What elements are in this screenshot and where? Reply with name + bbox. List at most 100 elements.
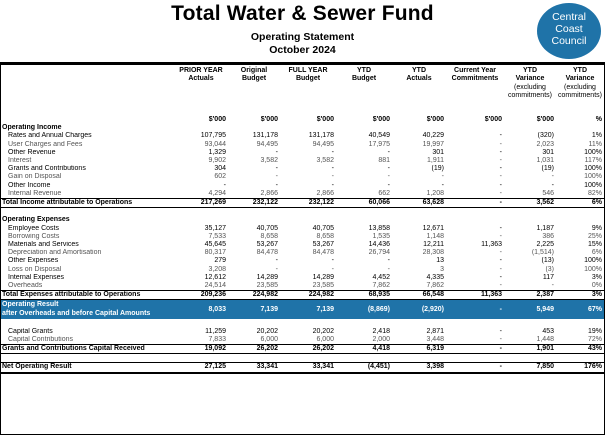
- expense-row: Overheads 24,514 23,585 23,585 7,862 7,862 - - 0…: [0, 282, 604, 291]
- row-value: (3): [545, 265, 554, 273]
- row-value: 40,229: [422, 132, 444, 140]
- blank-cell: [446, 354, 504, 363]
- row-value: -: [387, 148, 390, 156]
- row-value: -: [446, 362, 504, 374]
- council-logo: Central Coast Council: [537, 3, 601, 59]
- blank-cell: [228, 319, 280, 327]
- row-value: 33,341: [228, 362, 280, 374]
- row-value: 6%: [556, 198, 604, 209]
- operating-result-value: 7,139: [280, 299, 336, 320]
- row-value: 3,448: [426, 335, 444, 343]
- row-value: 12,211: [423, 241, 444, 249]
- report-header: Total Water & Sewer Fund Operating State…: [0, 0, 605, 62]
- blank-cell: [504, 354, 556, 363]
- row-value: -: [499, 257, 502, 265]
- row-value: 224,982: [280, 290, 336, 301]
- row-value: 17,975: [368, 140, 390, 148]
- row-value: 53,267: [312, 241, 334, 249]
- row-value: -: [499, 282, 502, 290]
- blank-cell: [392, 319, 446, 327]
- row-value: 40,705: [312, 224, 334, 232]
- row-value: 117: [542, 273, 554, 281]
- row-value: -: [275, 181, 278, 189]
- row-value: 3%: [591, 273, 602, 281]
- row-value: 2,387: [504, 290, 556, 301]
- row-value: 279: [214, 257, 226, 265]
- row-value: 26,202: [280, 344, 336, 355]
- row-value: 232,122: [228, 198, 280, 209]
- row-value: 15%: [587, 241, 602, 249]
- row-value: 100%: [584, 257, 602, 265]
- income-row: Internal Revenue 4,294 2,866 2,866 662 1,208 -…: [0, 190, 604, 199]
- column-header-line: commitments): [508, 92, 552, 100]
- row-value: (19): [431, 165, 444, 173]
- unit-label: $'000: [484, 116, 502, 123]
- income-row: Gain on Disposal 602 - - - - - - 100%: [0, 173, 604, 181]
- expense-row: Borrowing Costs 7,533 8,658 8,658 1,535 1,148…: [0, 233, 604, 241]
- operating-statement-table: PRIOR YEAR Actuals Original Budget FULL YEAR…: [0, 66, 604, 374]
- income-row: User Charges and Fees 93,044 94,495 94,495 1…: [0, 141, 604, 149]
- net-result-row: Net Operating Result 27,125 33,341 33,341 (4…: [0, 362, 604, 374]
- row-value: 2,000: [372, 335, 390, 343]
- row-value: 80,317: [204, 249, 226, 257]
- capital-row: Capital Contributions 7,833 6,000 6,000 2,00…: [0, 336, 604, 345]
- column-header: PRIOR YEAR Actuals: [174, 66, 228, 116]
- row-value: 3,582: [316, 157, 334, 165]
- operating-result-value: -: [446, 299, 504, 320]
- row-value: -: [387, 265, 390, 273]
- row-label: Grants and Contributions Capital Receive…: [0, 344, 174, 355]
- row-value: -: [275, 148, 278, 156]
- row-value: 662: [378, 189, 390, 197]
- logo-circle: [537, 3, 601, 59]
- column-header-line: commitments): [558, 92, 602, 100]
- row-value: 3,562: [504, 198, 556, 209]
- row-value: 301: [542, 148, 554, 156]
- row-label: Rates and Annual Charges: [8, 132, 92, 140]
- blank-cell: [228, 216, 280, 224]
- row-label: Depreciation and Amortisation: [8, 249, 102, 257]
- section-title: Operating Expenses: [2, 216, 70, 224]
- row-value: 100%: [584, 265, 602, 273]
- row-value: 2,418: [372, 327, 390, 335]
- row-label: Borrowing Costs: [8, 232, 60, 240]
- row-value: 546: [542, 189, 554, 197]
- row-value: 6,319: [392, 344, 446, 355]
- row-value: 1,535: [372, 232, 390, 240]
- row-value: -: [441, 181, 444, 189]
- column-header-line: Actuals: [188, 75, 214, 83]
- blank-cell: [336, 124, 392, 132]
- row-value: -: [499, 249, 502, 257]
- row-label: Total Expenses attributable to Operation…: [0, 290, 174, 301]
- blank-cell: [228, 124, 280, 132]
- row-value: -: [499, 157, 502, 165]
- column-header-line: (excluding: [564, 83, 596, 91]
- row-value: -: [499, 273, 502, 281]
- row-label: Other Revenue: [8, 148, 56, 156]
- row-value: 13: [436, 257, 444, 265]
- capital-row: Capital Grants 11,259 20,202 20,202 2,418 2,8…: [0, 328, 604, 336]
- row-value: 60,066: [336, 198, 392, 209]
- row-value: 117%: [584, 157, 602, 165]
- row-value: -: [331, 173, 334, 181]
- row-value: 9%: [591, 224, 602, 232]
- row-value: -: [387, 173, 390, 181]
- report-subtitle: Operating Statement: [250, 31, 355, 43]
- row-label: Interest: [8, 157, 32, 165]
- blank-cell: [446, 319, 504, 327]
- blank-cell: [556, 208, 604, 217]
- unit-label: $'000: [208, 116, 226, 123]
- income-total-row: Total Income attributable to Operations 2…: [0, 198, 604, 209]
- row-value: -: [499, 189, 502, 197]
- row-value: 9,902: [208, 157, 226, 165]
- row-value: 13,858: [368, 224, 390, 232]
- row-value: 23,585: [312, 282, 334, 290]
- row-value: 11%: [588, 140, 603, 148]
- column-header: FULL YEAR Budget: [280, 66, 336, 116]
- operating-result-value: 7,139: [228, 299, 280, 320]
- operating-result-line-1: Operating Result: [2, 301, 59, 309]
- logo-line-1: Central: [552, 11, 586, 23]
- expense-row: Employee Costs 35,127 40,705 40,705 13,858 12…: [0, 225, 604, 233]
- row-value: 26,794: [368, 249, 390, 257]
- row-value: -: [551, 181, 554, 189]
- row-value: 40,705: [256, 224, 278, 232]
